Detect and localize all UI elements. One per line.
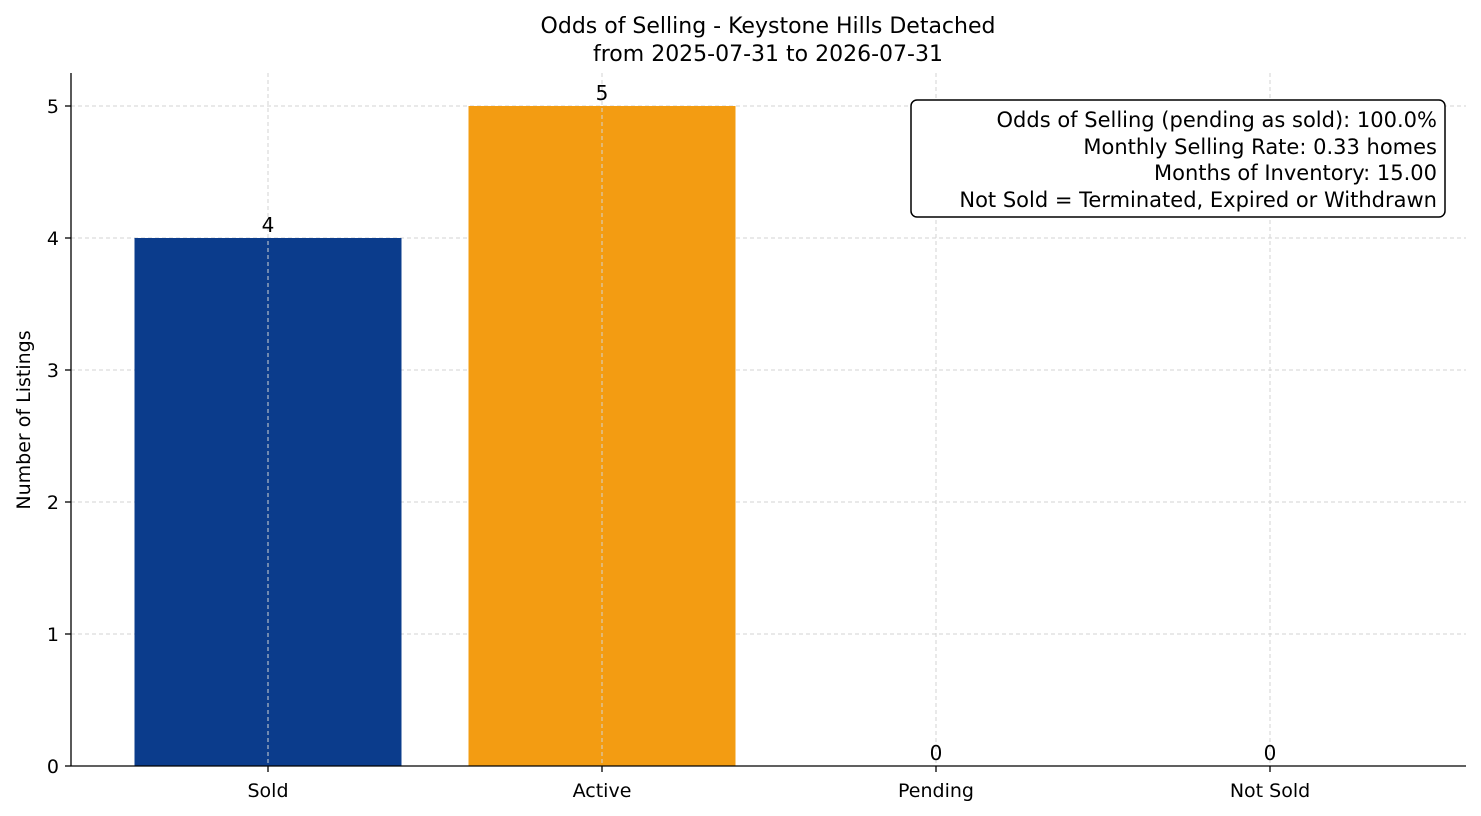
chart-title: Odds of Selling - Keystone Hills Detache… <box>541 14 996 39</box>
info-box-frame <box>910 99 1446 218</box>
y-tick-label-2: 2 <box>47 492 59 514</box>
x-tick-label-active: Active <box>573 780 632 802</box>
x-tick-label-not-sold: Not Sold <box>1230 780 1310 802</box>
bar-value-labels: 4 5 0 0 <box>262 81 1277 765</box>
info-odds-of-selling: Odds of Selling (pending as sold): 100.0… <box>997 108 1437 132</box>
bar-active <box>468 106 736 766</box>
y-tick-label-1: 1 <box>47 624 59 646</box>
x-tick-label-pending: Pending <box>898 780 974 802</box>
x-tick-label-sold: Sold <box>247 780 288 802</box>
y-axis-ticks: 0 1 2 3 4 5 <box>47 96 71 778</box>
x-axis-ticks: Sold Active Pending Not Sold <box>247 766 1310 802</box>
bar-value-label-not-sold: 0 <box>1264 741 1277 765</box>
chart-subtitle: from 2025-07-31 to 2026-07-31 <box>593 42 943 67</box>
info-monthly-selling-rate: Monthly Selling Rate: 0.33 homes <box>1083 135 1437 159</box>
info-months-of-inventory: Months of Inventory: 15.00 <box>1154 161 1437 185</box>
info-not-sold-definition: Not Sold = Terminated, Expired or Withdr… <box>959 188 1437 212</box>
y-axis-label: Number of Listings <box>13 330 35 509</box>
bar-value-label-pending: 0 <box>930 741 943 765</box>
bar-value-label-sold: 4 <box>262 213 275 237</box>
bar-value-label-active: 5 <box>596 81 609 105</box>
y-tick-label-5: 5 <box>47 96 59 118</box>
info-box: Odds of Selling (pending as sold): 100.0… <box>910 99 1446 218</box>
y-tick-label-0: 0 <box>47 756 59 778</box>
y-tick-label-4: 4 <box>47 228 59 250</box>
y-tick-label-3: 3 <box>47 360 59 382</box>
